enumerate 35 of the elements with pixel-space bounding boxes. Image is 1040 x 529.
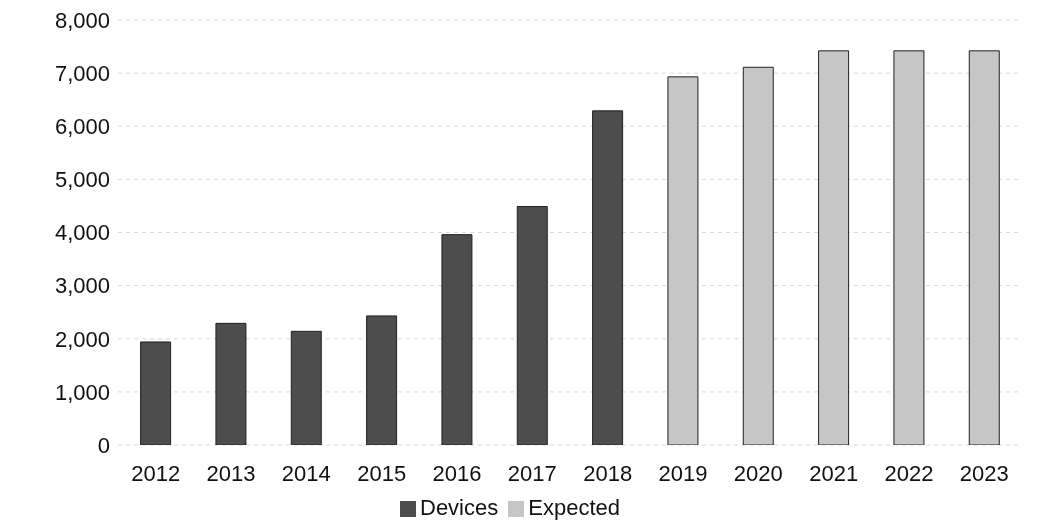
x-tick-label: 2016 (432, 460, 482, 486)
x-tick-label: 2022 (884, 460, 934, 486)
bar (366, 315, 398, 445)
bar (667, 76, 699, 445)
y-tick-label: 5,000 (54, 167, 110, 193)
x-tick-label: 2019 (658, 460, 708, 486)
bar (968, 50, 1000, 445)
y-tick-label: 7,000 (54, 60, 110, 86)
y-tick-label: 6,000 (54, 114, 110, 140)
bar (441, 234, 473, 445)
x-tick-label: 2021 (809, 460, 859, 486)
legend-label: Expected (528, 495, 620, 520)
bar (742, 66, 774, 445)
x-tick-label: 2015 (357, 460, 407, 486)
x-tick-label: 2018 (583, 460, 633, 486)
x-tick-label: 2012 (131, 460, 181, 486)
y-tick-label: 0 (97, 432, 110, 458)
x-tick-label: 2017 (507, 460, 557, 486)
bar (215, 322, 247, 445)
y-tick-label: 8,000 (54, 7, 110, 33)
y-tick-label: 2,000 (54, 326, 110, 352)
legend-label: Devices (420, 495, 499, 520)
x-tick-label: 2013 (206, 460, 256, 486)
bar (516, 205, 548, 445)
x-tick-label: 2023 (959, 460, 1009, 486)
x-tick-label: 2020 (733, 460, 783, 486)
bar (592, 110, 624, 445)
x-tick-label: 2014 (281, 460, 331, 486)
y-tick-label: 3,000 (54, 273, 110, 299)
y-tick-label: 1,000 (54, 379, 110, 405)
bar (818, 50, 850, 445)
bar (290, 330, 322, 445)
y-tick-label: 4,000 (54, 220, 110, 246)
bar (140, 341, 172, 445)
bar (893, 50, 925, 445)
